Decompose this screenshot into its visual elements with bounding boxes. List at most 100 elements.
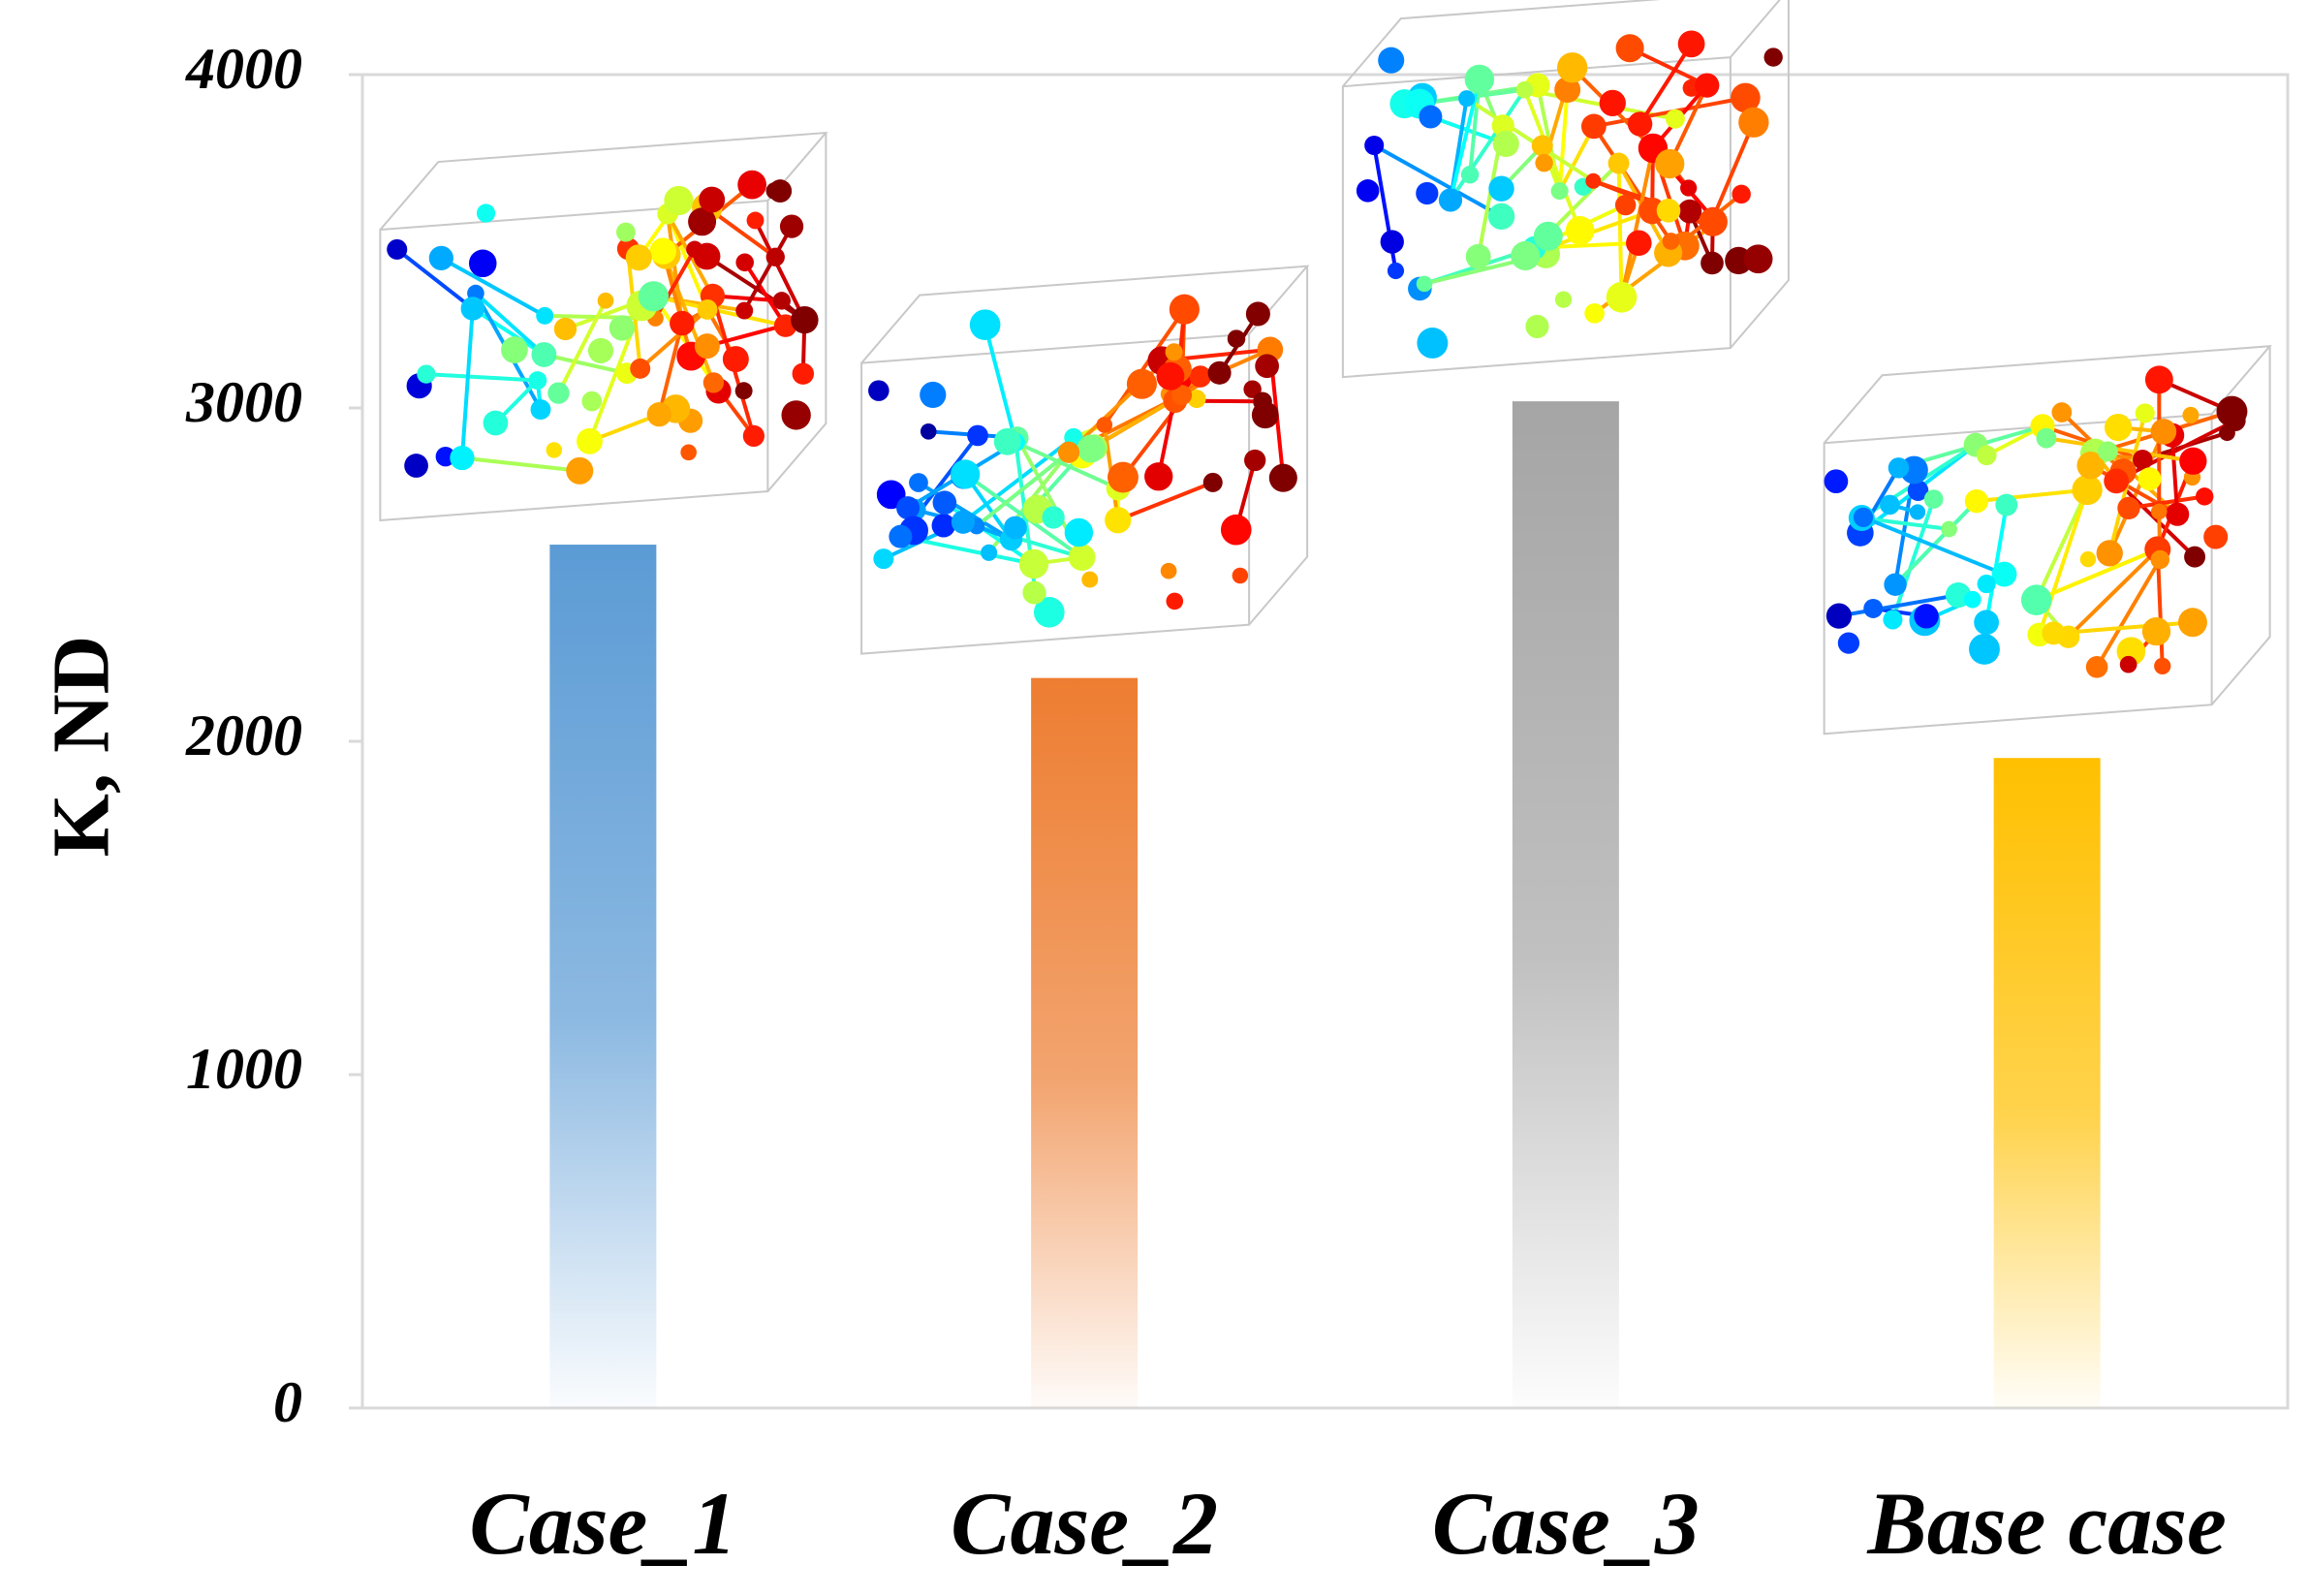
network-link xyxy=(2034,488,2089,602)
network-node xyxy=(1585,172,1602,189)
network-node xyxy=(735,301,754,320)
network-node xyxy=(1701,251,1724,275)
network-link xyxy=(753,219,807,322)
network-node xyxy=(1364,135,1385,156)
network-link xyxy=(1862,516,2006,577)
network-node xyxy=(1880,494,1900,516)
network-node xyxy=(1969,633,2000,665)
network-link xyxy=(639,307,709,370)
network-link xyxy=(1893,499,1979,586)
network-node xyxy=(1022,580,1046,605)
network-node xyxy=(1255,354,1279,379)
network-node xyxy=(1458,90,1476,108)
network-node xyxy=(1606,281,1638,313)
network-node xyxy=(1738,107,1769,138)
network-node xyxy=(428,245,453,270)
network-node xyxy=(2104,413,2133,442)
network-node xyxy=(2144,365,2173,394)
network-frame xyxy=(860,265,1310,655)
network-link xyxy=(1449,88,1527,202)
network-node xyxy=(638,281,670,312)
network-node xyxy=(1923,489,1944,509)
network-node xyxy=(779,214,804,238)
network-node xyxy=(2072,474,2103,506)
network-link xyxy=(1014,440,1119,490)
network-node xyxy=(2141,616,2171,646)
network-node xyxy=(1387,262,1405,280)
network-node xyxy=(2098,441,2118,462)
y-tick-label: 0 xyxy=(273,1370,302,1434)
network-node xyxy=(630,358,651,379)
network-node xyxy=(722,346,749,373)
network-node xyxy=(2079,550,2097,568)
network-node xyxy=(1974,610,1999,636)
bar xyxy=(549,545,657,1408)
network-node xyxy=(1189,365,1212,388)
network-node xyxy=(734,382,753,400)
network-node xyxy=(2085,656,2108,678)
network-frame xyxy=(379,131,828,522)
network-node xyxy=(1220,514,1252,546)
network-node xyxy=(1511,240,1541,271)
network-node xyxy=(1081,571,1099,588)
network-node xyxy=(2150,549,2170,570)
network-link xyxy=(461,455,580,473)
network-node xyxy=(1554,291,1573,308)
network-link xyxy=(1373,143,1503,219)
network-link xyxy=(1976,487,2088,504)
network-link xyxy=(425,372,538,383)
network-node xyxy=(1268,463,1297,492)
network-node xyxy=(2096,540,2123,567)
network-node xyxy=(742,424,765,448)
network-node xyxy=(1656,198,1681,223)
y-tick-label: 1000 xyxy=(186,1037,302,1101)
network-node xyxy=(566,456,594,485)
network-node xyxy=(1438,188,1463,212)
network-node xyxy=(1535,153,1553,172)
network-node xyxy=(581,391,603,412)
network-node xyxy=(2051,402,2073,422)
network-node xyxy=(1626,230,1652,257)
network-link xyxy=(1117,481,1214,522)
network-node xyxy=(1096,417,1113,433)
network-node xyxy=(1627,111,1653,137)
network-node xyxy=(1378,47,1405,74)
network-node xyxy=(969,309,1001,340)
network-node xyxy=(1665,109,1685,129)
network-illustration xyxy=(1823,345,2272,735)
network-node xyxy=(1245,301,1270,327)
network-node xyxy=(920,423,937,440)
network-node xyxy=(951,510,976,534)
network-node xyxy=(1253,391,1272,412)
network-node xyxy=(460,297,485,321)
network-node xyxy=(1662,233,1680,250)
network-node xyxy=(1914,604,1939,629)
network-link xyxy=(1616,163,1624,297)
network-link xyxy=(1629,46,1708,87)
y-tick-label: 3000 xyxy=(185,370,302,434)
network-node xyxy=(2154,657,2171,674)
network-frame xyxy=(1341,0,1790,379)
network-node xyxy=(1244,449,1266,472)
network-node xyxy=(2150,503,2168,520)
network-node xyxy=(1492,130,1519,158)
network-node xyxy=(909,473,928,492)
network-illustration xyxy=(1341,0,1790,379)
network-node xyxy=(868,380,889,401)
network-link xyxy=(1890,498,1936,621)
network-node xyxy=(967,424,988,447)
network-node xyxy=(1554,77,1581,104)
network-node xyxy=(1825,603,1853,629)
network-link xyxy=(651,295,716,385)
network-node xyxy=(625,244,652,271)
network-node xyxy=(1677,199,1702,224)
network-link xyxy=(474,292,546,357)
network-link xyxy=(743,261,788,328)
network-node xyxy=(1888,457,1910,479)
network-node xyxy=(404,454,428,478)
network-node xyxy=(1380,230,1404,254)
network-link xyxy=(1638,43,1694,126)
bar xyxy=(1031,677,1139,1408)
network-node xyxy=(417,364,436,384)
